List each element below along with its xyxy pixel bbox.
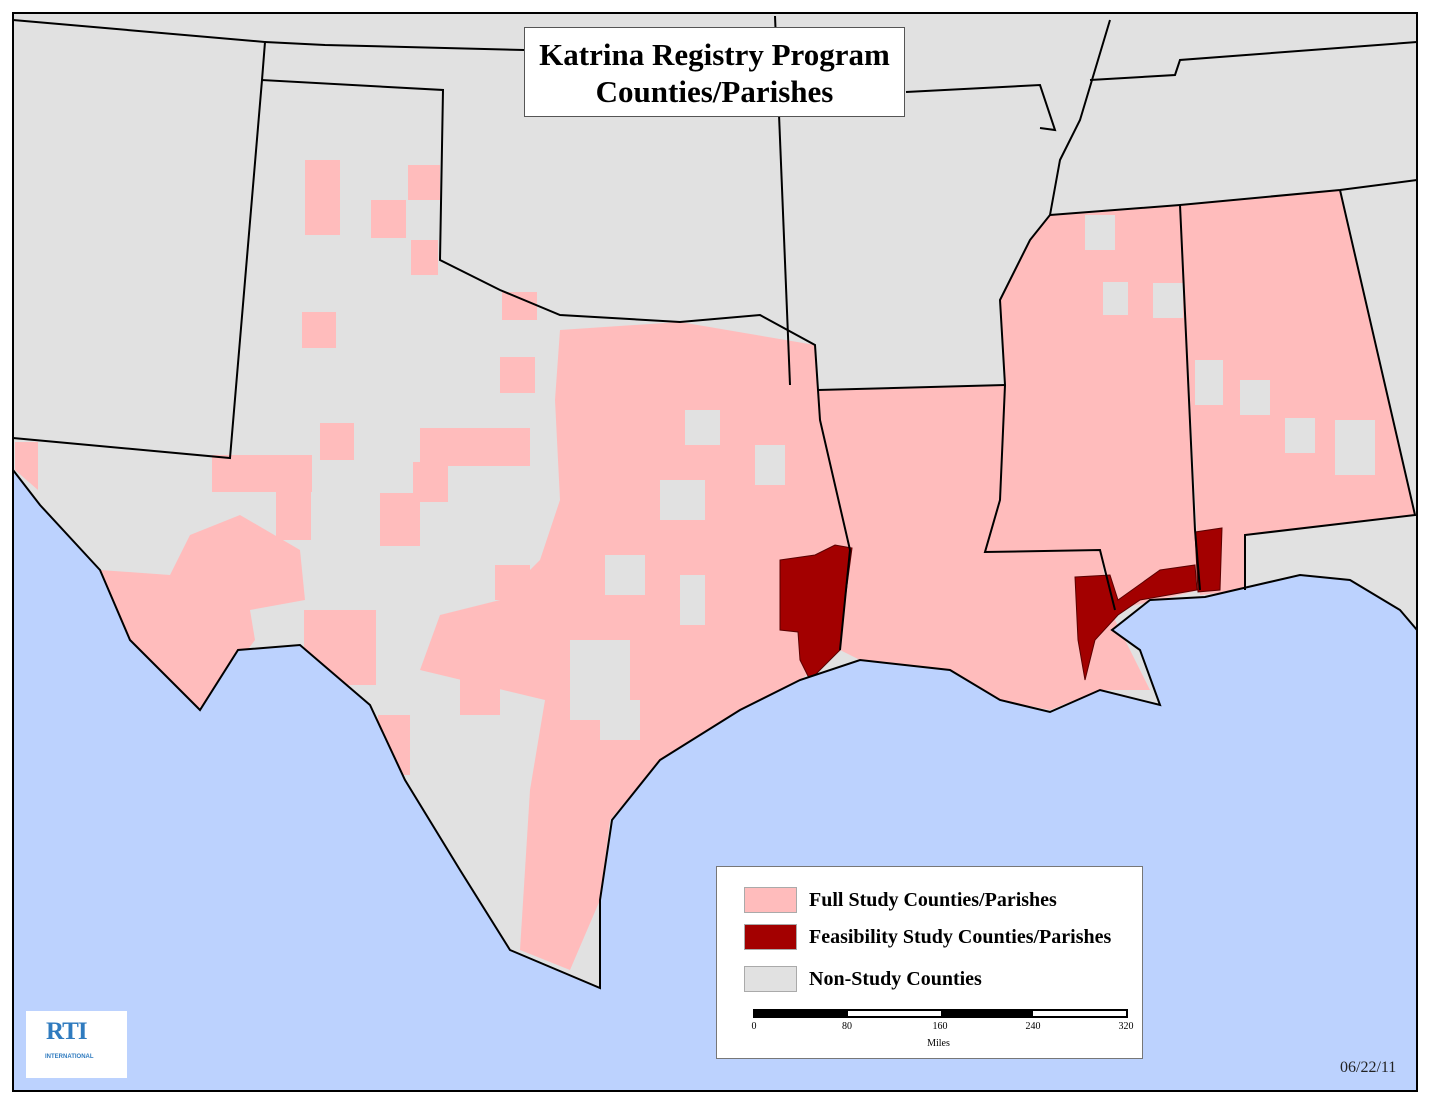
non-study-counties-inside-study-states [570,215,1375,740]
non-study-swatch [744,966,797,992]
scale-tick: 0 [751,1021,757,1032]
scale-tick: 80 [842,1021,852,1032]
legend: Full Study Counties/Parishes Feasibility… [716,866,1143,1059]
logo-subtext: INTERNATIONAL [45,1054,94,1060]
legend-item-non-study: Non-Study Counties [744,965,982,993]
scale-bar [753,1009,1128,1018]
full-study-louisiana [818,385,1150,710]
logo-text: RTI [46,1018,88,1045]
full-study-swatch [744,887,797,913]
legend-item-feasibility-study: Feasibility Study Counties/Parishes [744,923,1111,951]
legend-item-full-study: Full Study Counties/Parishes [744,886,1057,914]
map-frame [12,12,1418,1092]
scale-tick: 320 [1118,1021,1134,1032]
feasibility-study-swatch [744,924,797,950]
rti-logo: RTI INTERNATIONAL [26,1011,127,1078]
legend-label: Full Study Counties/Parishes [809,889,1057,911]
full-study-texas-east [420,322,850,970]
title-line-2: Counties/Parishes [595,74,834,109]
map-date: 06/22/11 [1340,1059,1397,1076]
scale-tick: 240 [1025,1021,1041,1032]
state-borders [12,15,1418,651]
scale-tick: 160 [932,1021,948,1032]
title-line-1: Katrina Registry Program [539,37,890,72]
legend-label: Feasibility Study Counties/Parishes [809,926,1112,948]
full-study-alabama [1180,190,1415,595]
feasibility-study-counties [779,527,1223,681]
map-title: Katrina Registry Program Counties/Parish… [524,27,905,117]
full-study-mississippi [985,205,1200,610]
scale-units: Miles [927,1038,950,1049]
legend-label: Non-Study Counties [809,968,982,990]
